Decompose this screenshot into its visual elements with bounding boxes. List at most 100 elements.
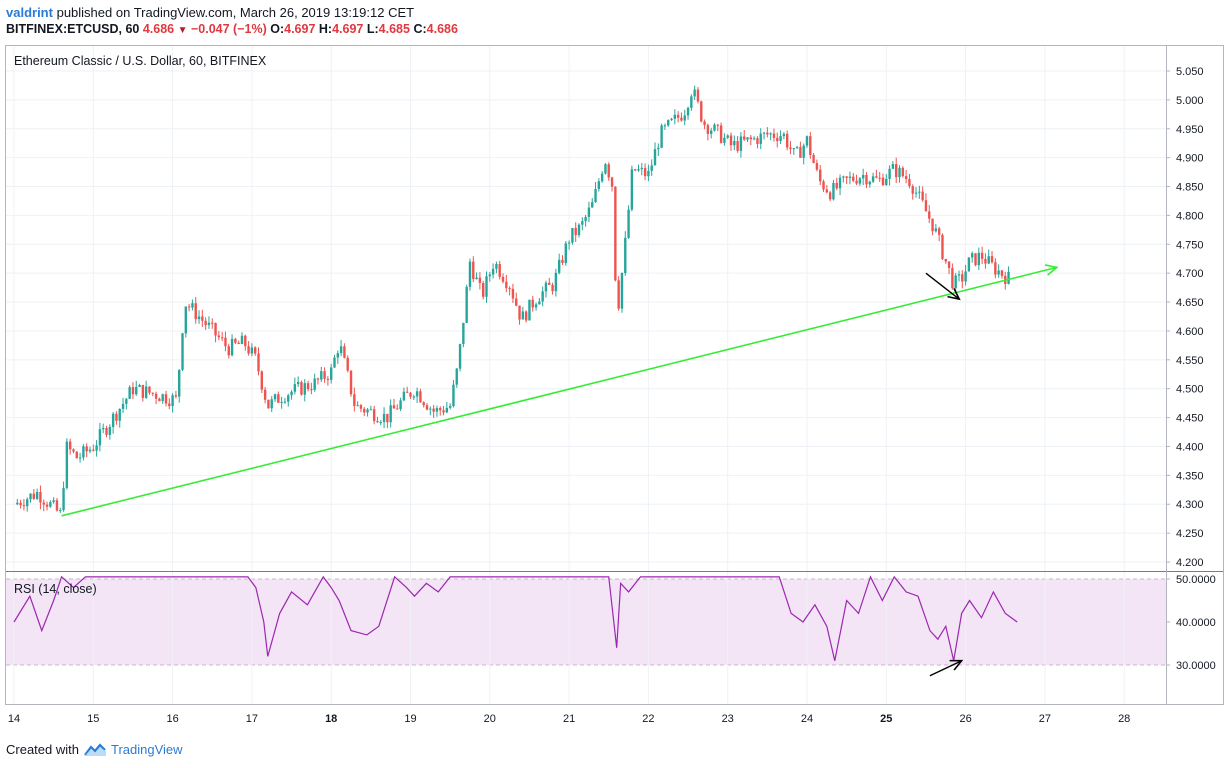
candle-down: [531, 299, 534, 308]
candle-up: [29, 493, 32, 500]
candle-down: [951, 268, 954, 289]
candle-down: [115, 413, 118, 421]
candle-up: [739, 136, 743, 151]
tradingview-brand[interactable]: TradingView: [110, 742, 183, 757]
x-tick-label: 16: [166, 713, 178, 725]
candle-down: [643, 167, 647, 177]
candle-up: [554, 272, 558, 292]
candle-up: [382, 413, 386, 423]
candle-down: [372, 409, 376, 422]
candle-down: [815, 162, 819, 170]
candle-up: [713, 124, 716, 131]
symbol-info: BITFINEX:ETCUSD, 60 4.686 ▼ −0.047 (−1%)…: [6, 22, 458, 36]
candle-down: [105, 428, 108, 435]
candle-down: [508, 287, 511, 289]
candle-up: [868, 181, 871, 185]
candle-down: [211, 322, 214, 324]
candle-down: [937, 228, 941, 235]
symbol-interval: BITFINEX:ETCUSD, 60: [6, 22, 140, 36]
candle-up: [184, 306, 188, 334]
candle-up: [118, 408, 121, 421]
down-triangle-icon: ▼: [177, 25, 188, 36]
rsi-arrow: [929, 660, 962, 677]
candle-up: [534, 304, 538, 308]
candle-up: [339, 346, 343, 354]
candle-up: [181, 333, 184, 370]
x-tick-label: 24: [801, 713, 813, 725]
candle-up: [448, 406, 452, 408]
candle-down: [961, 274, 964, 282]
candle-up: [571, 228, 574, 243]
candle-down: [878, 177, 881, 179]
candle-down: [716, 124, 719, 126]
candle-down: [55, 500, 59, 511]
y-tick-label: 4.550: [1176, 355, 1204, 367]
candle-down: [895, 164, 898, 178]
candle-up: [283, 401, 287, 403]
candle-up: [898, 167, 901, 178]
candle-down: [736, 141, 739, 151]
candle-up: [954, 275, 957, 289]
candle-up: [121, 403, 125, 409]
candle-up: [997, 270, 1000, 275]
y-tick-label: 4.400: [1176, 441, 1204, 453]
candle-down: [481, 282, 485, 297]
candle-up: [640, 167, 643, 170]
candle-up: [667, 120, 670, 126]
candle-up: [957, 274, 961, 276]
candle-down: [260, 371, 264, 390]
candle-down: [855, 180, 858, 184]
candle-up: [138, 384, 141, 387]
candle-up: [934, 228, 938, 232]
candle-down: [39, 492, 42, 503]
candle-up: [280, 401, 283, 403]
candle-up: [782, 133, 786, 137]
candle-down: [224, 337, 227, 347]
candle-up: [303, 383, 306, 395]
candle-up: [670, 118, 673, 121]
candle-down: [326, 378, 330, 380]
candle-down: [353, 394, 356, 406]
candle-down: [518, 305, 521, 320]
chart-title: Ethereum Classic / U.S. Dollar, 60, BITF…: [14, 54, 267, 68]
candle-down: [19, 502, 22, 506]
candle-down: [789, 147, 792, 150]
candle-up: [336, 353, 340, 358]
candle-down: [828, 192, 832, 200]
candle-up: [320, 371, 323, 380]
y-tick-label: 4.350: [1176, 470, 1204, 482]
candle-down: [85, 446, 88, 452]
candle-down: [812, 154, 815, 163]
candle-down: [363, 408, 366, 413]
candle-down: [743, 136, 746, 140]
candle-down: [204, 320, 207, 326]
y-tick-label: 4.900: [1176, 153, 1204, 165]
candle-down: [984, 258, 987, 264]
candle-down: [680, 117, 683, 121]
candle-up: [369, 409, 373, 411]
candle-down: [551, 284, 554, 292]
candle-up: [52, 500, 55, 503]
candle-up: [779, 136, 782, 142]
candle-down: [396, 408, 399, 410]
candle-up: [429, 408, 432, 410]
footer: Created with TradingView: [6, 742, 183, 757]
y-tick-label: 4.950: [1176, 124, 1204, 136]
candle-down: [72, 449, 75, 452]
candle-up: [462, 322, 465, 345]
author-name[interactable]: valdrint: [6, 5, 53, 20]
candle-up: [16, 502, 19, 505]
candle-up: [171, 395, 174, 407]
candle-up: [541, 291, 544, 302]
candle-up: [333, 357, 336, 368]
candle-down: [194, 303, 197, 320]
candle-up: [135, 386, 138, 395]
x-tick-label: 18: [325, 713, 337, 725]
candle-up: [313, 378, 316, 390]
candle-down: [921, 191, 924, 201]
candle-down: [419, 391, 422, 403]
support-trendline: [61, 266, 1057, 517]
price-arrow: [925, 272, 960, 300]
y-tick-label: 4.500: [1176, 384, 1204, 396]
